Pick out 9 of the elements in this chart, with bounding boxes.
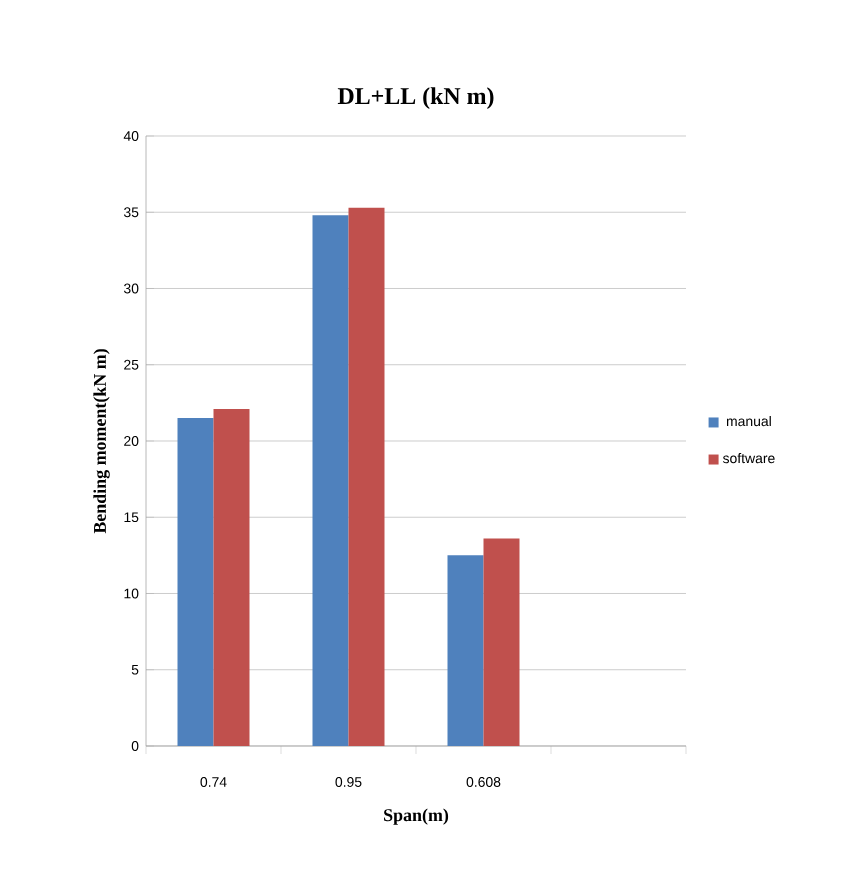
bar xyxy=(213,408,250,746)
bar xyxy=(177,418,214,746)
bar xyxy=(312,215,349,746)
x-axis-title: Span(m) xyxy=(384,808,449,825)
bar xyxy=(447,555,484,746)
bar xyxy=(483,538,520,746)
chart-title: DL+LL (kN m) xyxy=(337,87,494,109)
y-axis-title: Bending moment(kN m) xyxy=(93,349,110,534)
bar xyxy=(348,207,385,746)
